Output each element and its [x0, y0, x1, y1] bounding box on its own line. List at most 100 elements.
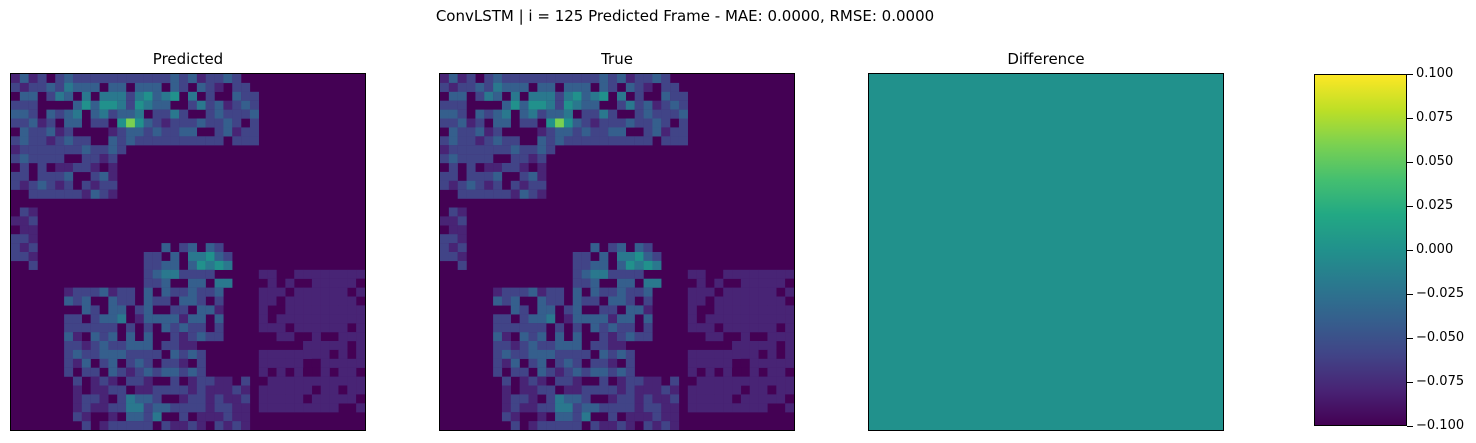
true-cell [705, 376, 715, 386]
predicted-cell [55, 171, 65, 181]
predicted-cell [303, 269, 313, 279]
true-cell [617, 252, 627, 262]
true-cell [634, 243, 644, 253]
true-cell [634, 305, 644, 315]
predicted-cell [55, 145, 65, 155]
predicted-cell [99, 421, 109, 430]
true-cell [705, 349, 715, 359]
true-cell [528, 145, 538, 155]
predicted-cell [28, 252, 38, 262]
true-cell [767, 278, 777, 288]
true-cell [555, 118, 565, 128]
predicted-cell [37, 136, 47, 146]
true-cell [661, 82, 671, 92]
true-cell [608, 269, 618, 279]
true-cell [501, 412, 511, 422]
predicted-cell [214, 314, 224, 324]
true-cell [732, 376, 742, 386]
predicted-cell [19, 252, 29, 262]
predicted-cell [188, 118, 198, 128]
predicted-cell [285, 332, 295, 342]
difference-heatmap-svg [869, 74, 1223, 430]
predicted-cell [161, 296, 171, 306]
true-cell [537, 296, 547, 306]
true-cell [519, 305, 529, 315]
predicted-cell [214, 403, 224, 413]
true-cell [749, 376, 759, 386]
predicted-cell [152, 82, 162, 92]
true-cell [510, 287, 520, 297]
true-cell [732, 367, 742, 377]
predicted-cell [294, 403, 304, 413]
predicted-cell [356, 358, 365, 368]
predicted-cell [214, 118, 224, 128]
predicted-cell [170, 305, 180, 315]
predicted-cell [179, 269, 189, 279]
true-cell [617, 385, 627, 395]
difference-fill [869, 74, 1223, 430]
predicted-cell [241, 100, 251, 110]
predicted-cell [99, 332, 109, 342]
true-cell [599, 376, 609, 386]
predicted-cell [19, 225, 29, 235]
true-cell [501, 403, 511, 413]
predicted-cell [258, 358, 268, 368]
predicted-cell [99, 341, 109, 351]
true-cell [643, 403, 653, 413]
predicted-cell [64, 341, 74, 351]
predicted-cell [72, 341, 82, 351]
predicted-cell [90, 323, 100, 333]
predicted-cell [232, 421, 242, 430]
predicted-cell [143, 412, 153, 422]
predicted-cell [214, 127, 224, 137]
predicted-cell [64, 287, 74, 297]
true-cell [643, 243, 653, 253]
predicted-cell [64, 163, 74, 173]
true-cell [625, 269, 635, 279]
predicted-cell [90, 189, 100, 199]
true-cell [546, 394, 556, 404]
true-cell [581, 385, 591, 395]
true-cell [581, 403, 591, 413]
true-cell [528, 287, 538, 297]
true-cell [537, 287, 547, 297]
true-cell [466, 163, 476, 173]
predicted-cell [117, 421, 127, 430]
predicted-cell [152, 109, 162, 119]
true-cell [758, 314, 768, 324]
predicted-cell [28, 154, 38, 164]
predicted-cell [258, 349, 268, 359]
predicted-cell [258, 287, 268, 297]
predicted-cell [108, 385, 118, 395]
true-cell [493, 82, 503, 92]
predicted-cell [99, 376, 109, 386]
true-cell [519, 403, 529, 413]
predicted-cell [170, 341, 180, 351]
true-cell [519, 394, 529, 404]
true-cell [555, 349, 565, 359]
predicted-cell [223, 100, 233, 110]
true-cell [643, 252, 653, 262]
true-cell [634, 118, 644, 128]
predicted-cell [205, 385, 215, 395]
predicted-cell [126, 394, 136, 404]
true-cell [581, 296, 591, 306]
true-cell [643, 305, 653, 315]
predicted-cell [126, 323, 136, 333]
true-cell [687, 269, 697, 279]
predicted-cell [72, 74, 82, 84]
predicted-cell [170, 269, 180, 279]
predicted-cell [143, 421, 153, 430]
true-cell [493, 145, 503, 155]
predicted-cell [126, 287, 136, 297]
true-cell [723, 385, 733, 395]
true-cell [670, 127, 680, 137]
predicted-cell [205, 91, 215, 101]
predicted-cell [196, 323, 206, 333]
colorbar-tick [1407, 206, 1413, 207]
predicted-cell [134, 82, 144, 92]
predicted-cell [320, 341, 330, 351]
predicted-cell [214, 74, 224, 84]
predicted-cell [11, 234, 21, 244]
true-cell [696, 358, 706, 368]
